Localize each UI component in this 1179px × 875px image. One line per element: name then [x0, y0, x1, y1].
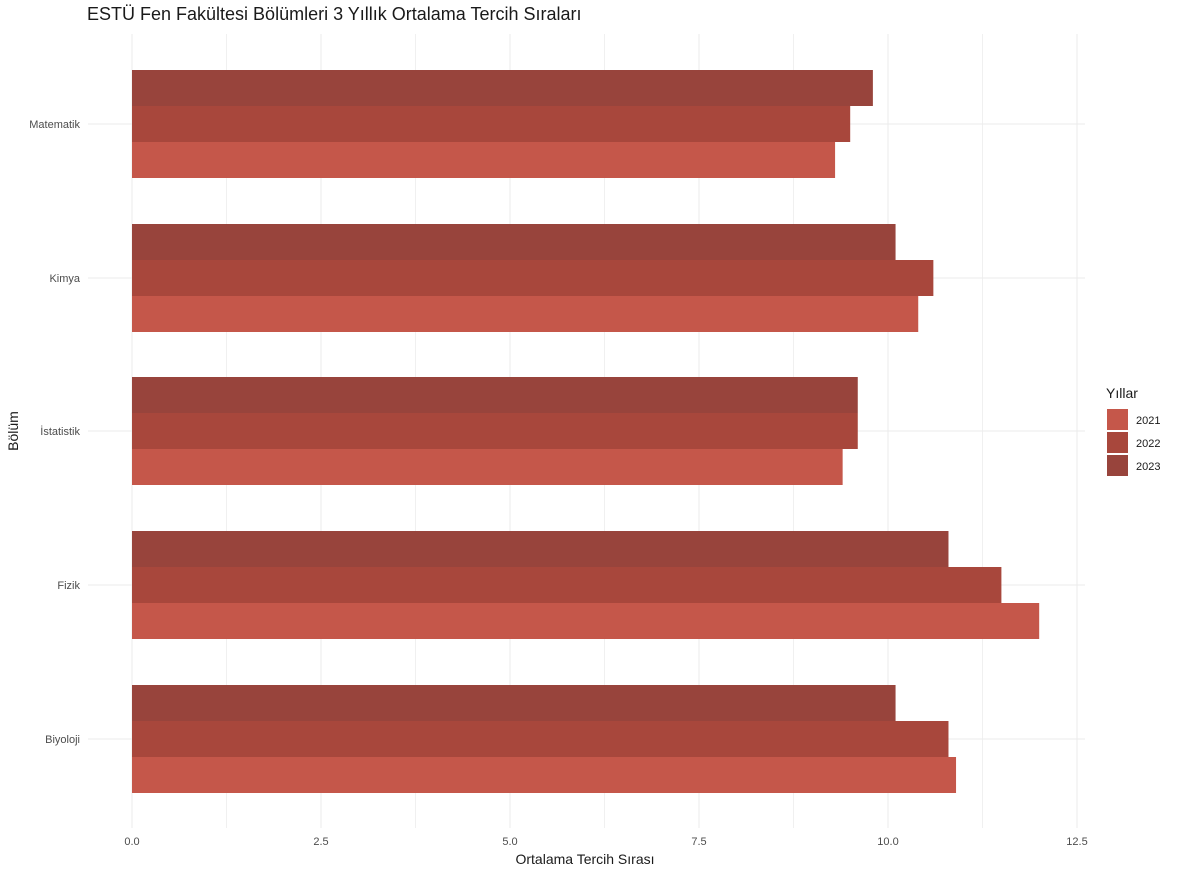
y-axis-title: Bölüm — [5, 411, 21, 451]
bar-matematik-2021 — [132, 142, 836, 178]
bar-kimya-2021 — [132, 296, 919, 332]
bar-biyoloji-2021 — [132, 757, 957, 793]
bar-kimya-2022 — [132, 260, 934, 296]
x-tick-label: 2.5 — [313, 836, 328, 848]
bar-i̇statistik-2022 — [132, 413, 858, 449]
y-tick-label: Kimya — [49, 273, 80, 285]
x-axis-title: Ortalama Tercih Sırası — [515, 851, 654, 867]
bar-fizik-2021 — [132, 603, 1040, 639]
bar-matematik-2022 — [132, 106, 851, 142]
legend-swatch-2021 — [1107, 409, 1128, 430]
x-tick-label: 0.0 — [124, 836, 139, 848]
chart-title: ESTÜ Fen Fakültesi Bölümleri 3 Yıllık Or… — [87, 4, 582, 24]
bar-kimya-2023 — [132, 224, 896, 260]
legend-swatch-2023 — [1107, 455, 1128, 476]
legend-swatch-2022 — [1107, 432, 1128, 453]
bar-i̇statistik-2021 — [132, 449, 843, 485]
legend-label-2022: 2022 — [1136, 438, 1160, 450]
legend-title: Yıllar — [1106, 385, 1138, 401]
x-tick-label: 7.5 — [691, 836, 706, 848]
legend: Yıllar 2021 2022 2023 — [1106, 385, 1160, 476]
bars — [132, 70, 1040, 793]
legend-label-2023: 2023 — [1136, 461, 1160, 473]
bar-biyoloji-2022 — [132, 721, 949, 757]
x-tick-label: 10.0 — [877, 836, 898, 848]
bar-fizik-2023 — [132, 531, 949, 567]
bar-matematik-2023 — [132, 70, 873, 106]
legend-label-2021: 2021 — [1136, 415, 1160, 427]
bar-fizik-2022 — [132, 567, 1002, 603]
x-tick-label: 5.0 — [502, 836, 517, 848]
y-axis-ticks: Matematik Kimya İstatistik Fizik Biyoloji — [29, 119, 81, 746]
x-axis-ticks: 0.0 2.5 5.0 7.5 10.0 12.5 — [124, 836, 1087, 848]
bar-i̇statistik-2023 — [132, 377, 858, 413]
y-tick-label: Matematik — [29, 119, 80, 131]
y-tick-label: İstatistik — [40, 425, 80, 438]
x-tick-label: 12.5 — [1066, 836, 1087, 848]
y-tick-label: Fizik — [57, 580, 80, 592]
bar-biyoloji-2023 — [132, 685, 896, 721]
y-tick-label: Biyoloji — [45, 734, 80, 746]
